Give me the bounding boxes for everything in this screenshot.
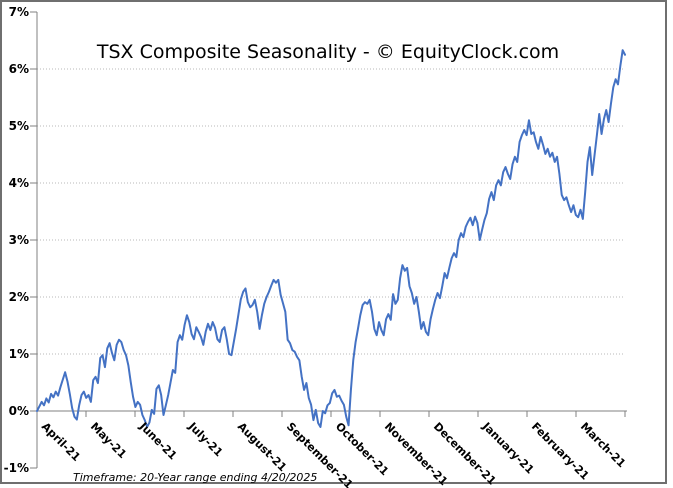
y-tick-label: 6%	[9, 62, 29, 76]
axes	[30, 11, 627, 469]
gridlines	[37, 68, 625, 355]
timeframe-note: Timeframe: 20-Year range ending 4/20/202…	[73, 471, 317, 484]
y-tick-label: 4%	[9, 176, 29, 190]
y-tick-label: -1%	[4, 461, 29, 475]
x-tick-label: July-21	[185, 419, 225, 459]
x-tick-label: June-21	[136, 419, 179, 462]
series-group	[36, 49, 626, 428]
y-axis-labels: 7% 6% 5% 4% 3% 2% 1% 0% -1%	[4, 5, 29, 475]
y-tick-label: 0%	[9, 404, 29, 418]
y-tick-label: 3%	[9, 233, 29, 247]
y-tick-label: 5%	[9, 119, 29, 133]
y-tick-label: 1%	[9, 347, 29, 361]
x-tick-label: March-21	[578, 420, 628, 470]
series-line	[36, 49, 626, 428]
x-tick-label: August-21	[235, 420, 289, 474]
y-tick-label: 7%	[9, 5, 29, 19]
chart-title: TSX Composite Seasonality - © EquityCloc…	[96, 41, 559, 63]
y-tick-label: 2%	[9, 290, 29, 304]
x-tick-label: May-21	[88, 420, 129, 461]
x-tick-label: April-21	[39, 420, 83, 464]
